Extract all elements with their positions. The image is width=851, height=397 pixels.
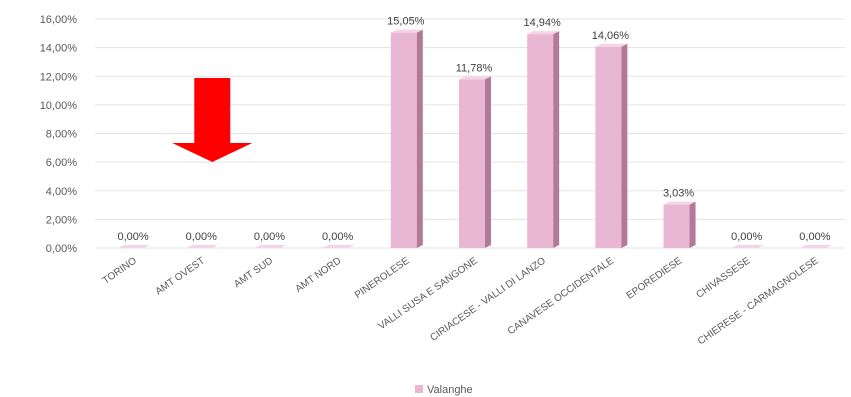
legend-swatch: [415, 385, 423, 393]
bar: [254, 245, 287, 248]
y-axis: 0,00% 2,00% 4,00% 6,00% 8,00% 10,00% 12,00% 14,…: [40, 14, 78, 255]
data-label: 14,06%: [592, 30, 630, 42]
arrow-shape: [172, 78, 253, 162]
bar-front: [595, 46, 622, 248]
category-label: CANAVESE OCCIDENTALE: [506, 255, 617, 337]
bar: [799, 245, 832, 248]
bar-side: [621, 43, 628, 248]
legend: Valanghe: [415, 384, 473, 396]
bar-top: [390, 29, 423, 33]
bar-front: [527, 34, 554, 248]
y-tick-label: 4,00%: [46, 186, 77, 198]
bar: [459, 76, 491, 249]
red-down-arrow-icon: [172, 78, 253, 162]
y-tick-label: 6,00%: [46, 157, 77, 169]
bar: [186, 245, 219, 248]
bar-top: [322, 245, 355, 248]
category-label: CHIERESE - CARMAGNOLESE: [696, 255, 821, 347]
data-label: 0,00%: [731, 231, 762, 243]
bar: [322, 245, 355, 248]
bar-top: [254, 245, 287, 248]
bar-front: [459, 79, 485, 249]
bar-top: [731, 245, 764, 248]
data-label: 0,00%: [186, 231, 217, 243]
bar: [595, 43, 628, 248]
bar-side: [485, 76, 491, 249]
bar-top: [595, 43, 628, 47]
bar-side: [553, 31, 560, 248]
bar-top: [663, 201, 696, 205]
data-label: 0,00%: [254, 231, 285, 243]
category-label: CHIVASSESE: [694, 255, 752, 300]
y-tick-label: 10,00%: [40, 100, 78, 112]
bar: [390, 29, 423, 248]
data-label: 3,03%: [663, 188, 694, 200]
legend-label: Valanghe: [427, 384, 473, 396]
category-label: TORINO: [101, 255, 139, 286]
data-label: 0,00%: [322, 231, 353, 243]
bar-side: [416, 29, 423, 248]
data-labels: 0,00% 0,00% 0,00% 0,00% 15,05% 11,78% 14,94% 14…: [117, 16, 830, 243]
bar-front: [390, 32, 417, 248]
data-label: 14,94%: [524, 17, 562, 29]
y-tick-label: 12,00%: [40, 71, 78, 83]
category-label: AMT SUD: [232, 255, 275, 290]
bar: [731, 245, 764, 248]
category-label: EPOREDIESE: [625, 255, 685, 301]
category-label: CIRIACESE - VALLI DI LANZO: [428, 255, 548, 343]
data-label: 11,78%: [456, 62, 493, 74]
bar-top: [459, 76, 491, 80]
y-tick-label: 0,00%: [46, 243, 77, 255]
bar: [118, 245, 151, 248]
data-label: 0,00%: [799, 231, 830, 243]
bar-top: [527, 31, 560, 35]
x-axis: TORINO AMT OVEST AMT SUD AMT NORD PINEROLESE…: [101, 255, 821, 347]
bar-top: [118, 245, 151, 248]
y-tick-label: 16,00%: [40, 14, 78, 26]
bar-front: [663, 204, 690, 248]
data-label: 0,00%: [117, 231, 148, 243]
bar-top: [186, 245, 219, 248]
category-label: PINEROLESE: [353, 255, 412, 301]
y-tick-label: 14,00%: [40, 43, 78, 55]
bar: [527, 31, 560, 248]
bars: [118, 29, 832, 249]
bar-side: [689, 201, 696, 248]
bar-top: [799, 245, 832, 248]
y-tick-label: 2,00%: [46, 214, 77, 226]
y-tick-label: 8,00%: [46, 129, 77, 141]
data-label: 15,05%: [387, 16, 425, 28]
bar: [663, 201, 696, 248]
category-label: AMT OVEST: [153, 255, 207, 297]
category-label: AMT NORD: [294, 255, 344, 294]
